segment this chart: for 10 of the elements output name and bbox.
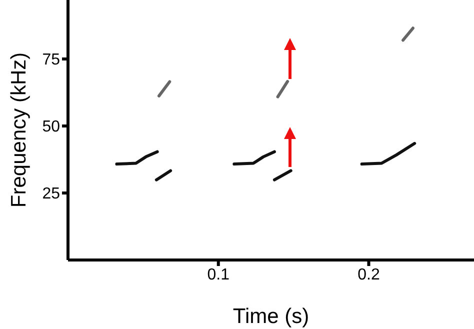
- y-tick-label: 25: [42, 186, 60, 203]
- y-axis-title: Frequency (kHz): [8, 52, 30, 208]
- y-tick-label: 50: [42, 118, 60, 136]
- x-tick-label: 0.2: [358, 266, 380, 284]
- y-tick-label: 75: [42, 52, 60, 69]
- line-series: [115, 150, 159, 166]
- line-series: [360, 142, 416, 166]
- x-axis-title: Time (s): [232, 305, 310, 328]
- line-series: [232, 150, 276, 166]
- x-tick-label: 0.1: [207, 266, 230, 284]
